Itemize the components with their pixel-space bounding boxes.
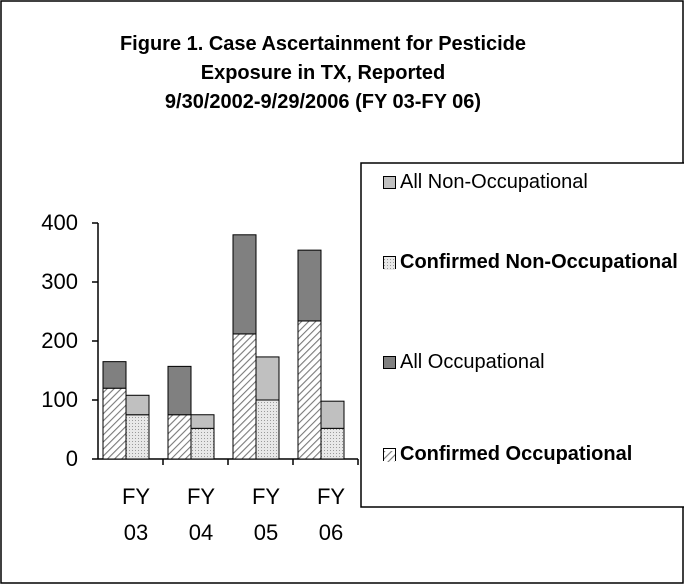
legend-box [360, 162, 684, 508]
legend-label: All Occupational [400, 351, 545, 373]
legend-label: All Non-Occupational [400, 171, 588, 193]
legend-swatch [383, 256, 396, 270]
x-tick-label: FY 03 [121, 484, 151, 545]
bar-segment [167, 414, 192, 460]
bar-segment [190, 427, 215, 460]
chart-title: 9/30/2002-9/29/2006 (FY 03-FY 06) [164, 91, 482, 113]
chart-title: Figure 1. Case Ascertainment for Pestici… [119, 33, 527, 55]
swatch-fill [384, 259, 395, 270]
y-tick-label: 300 [41, 269, 78, 294]
legend-label: Confirmed Occupational [400, 443, 633, 465]
bar-segment [232, 234, 257, 335]
bar-segment [102, 361, 127, 389]
x-tick-label: FY 06 [316, 484, 346, 545]
chart-title: Exposure in TX, Reported [200, 62, 446, 84]
swatch-pattern [384, 451, 395, 462]
bar-segment [255, 399, 280, 460]
y-tick-label: 200 [41, 328, 78, 353]
swatch-fill [384, 451, 395, 462]
legend-swatch [383, 448, 396, 462]
x-tick-label: FY 04 [186, 484, 216, 545]
bar-segment [320, 400, 345, 429]
y-tick-label: 100 [41, 387, 78, 412]
bar-segment [320, 427, 345, 460]
y-tick-label: 0 [65, 446, 78, 471]
bar-segment [255, 356, 280, 401]
bar-segment [297, 249, 322, 322]
bar-segment [232, 333, 257, 460]
bar-segment [125, 394, 150, 416]
bar-segment [297, 320, 322, 460]
bar-segment [102, 387, 127, 460]
bar-segment [125, 414, 150, 460]
legend-label: Confirmed Non-Occupational [400, 251, 678, 273]
bar-segment [167, 365, 192, 416]
legend-swatch [383, 176, 396, 189]
swatch-pattern [384, 259, 395, 270]
x-tick-label: FY 05 [251, 484, 281, 545]
bar-segment [190, 414, 215, 429]
legend-swatch [383, 356, 396, 369]
y-tick-label: 400 [41, 210, 78, 235]
